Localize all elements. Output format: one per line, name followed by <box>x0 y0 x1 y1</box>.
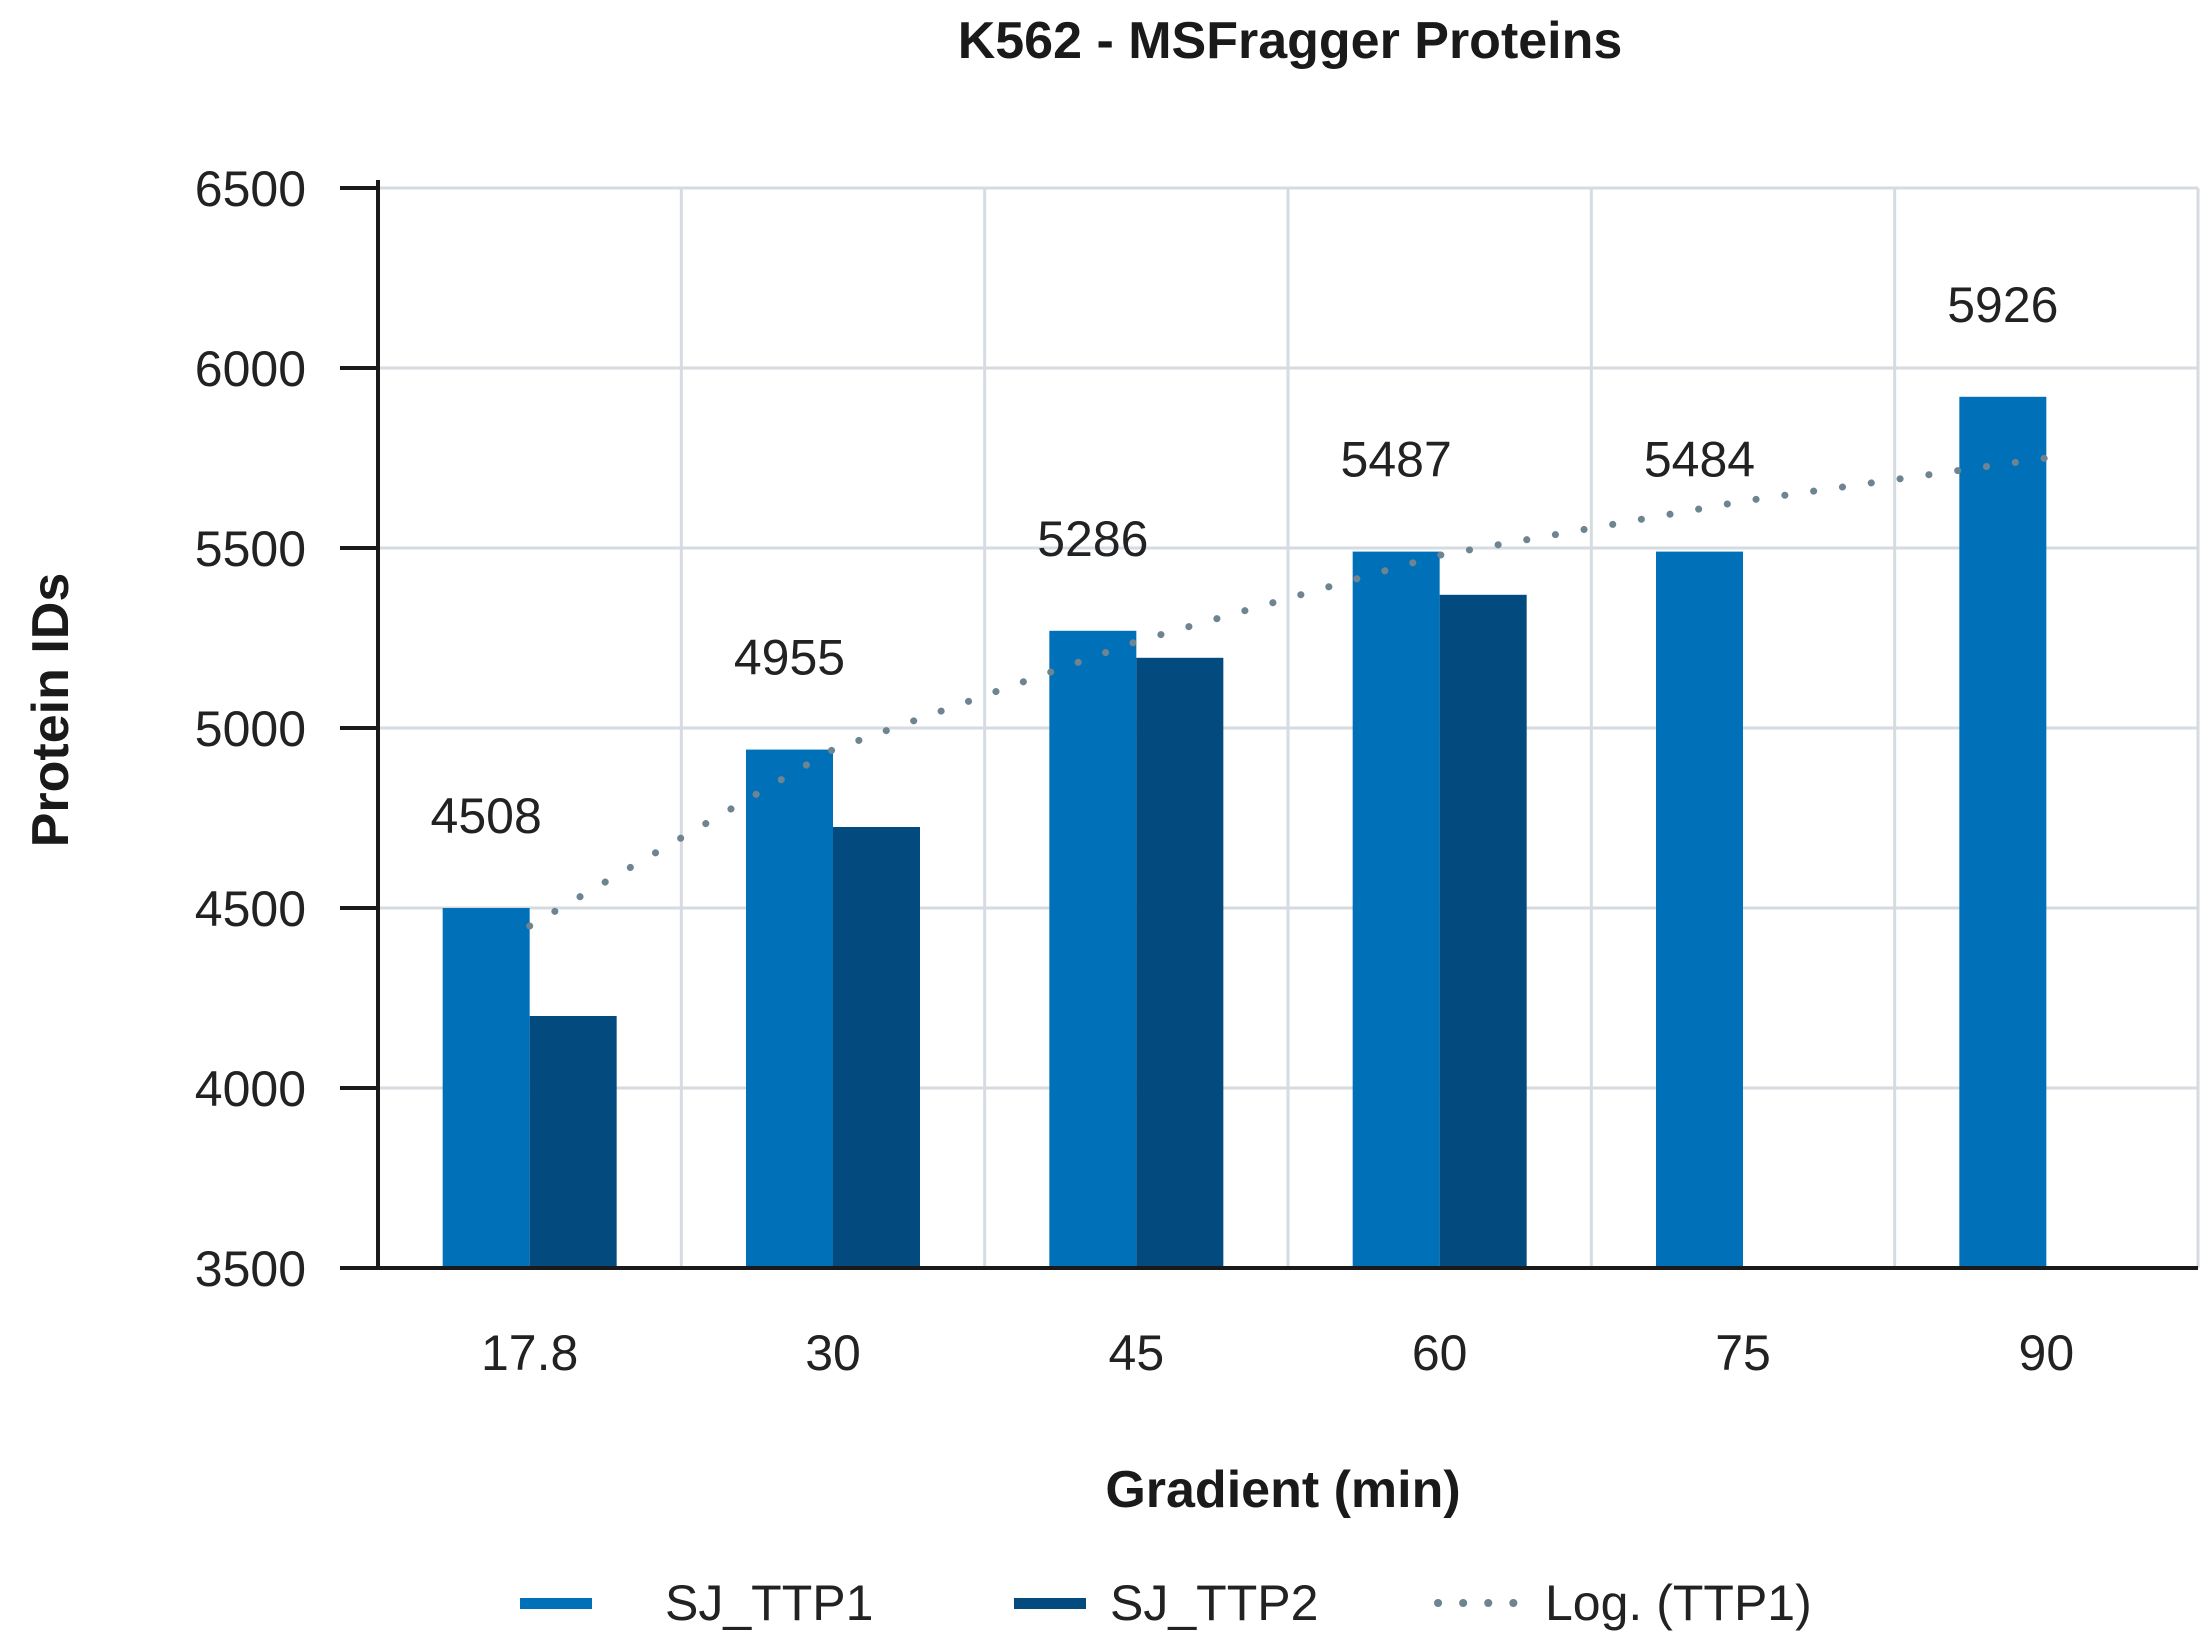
chart-title: K562 - MSFragger Proteins <box>958 12 1623 70</box>
x-tick-label: 60 <box>1412 1325 1468 1381</box>
bar-sj-ttp1 <box>1049 630 1137 1268</box>
x-tick-label: 75 <box>1715 1325 1771 1381</box>
bar-sj-ttp1 <box>1959 396 2047 1268</box>
y-tick-label: 4500 <box>195 881 306 937</box>
bar-sj-ttp1 <box>442 908 530 1268</box>
legend-swatch <box>1014 1598 1086 1609</box>
data-label: 5484 <box>1644 432 1755 488</box>
legend-item-sj-ttp1: SJ_TTP1 <box>520 1575 873 1631</box>
legend-item-log-ttp1: Log. (TTP1) <box>1434 1575 1812 1631</box>
data-label: 5487 <box>1341 432 1452 488</box>
x-tick-label: 30 <box>805 1325 861 1381</box>
data-label: 4955 <box>734 630 845 686</box>
legend-swatch <box>520 1598 592 1609</box>
bar-sj-ttp1 <box>1352 551 1440 1268</box>
x-tick-label: 45 <box>1109 1325 1165 1381</box>
y-tick-label: 3500 <box>195 1241 306 1297</box>
x-tick-labels: 17.8 30 45 60 75 90 <box>481 1325 2074 1381</box>
y-tick-label: 4000 <box>195 1061 306 1117</box>
bar-sj-ttp2 <box>1439 594 1527 1268</box>
data-label: 5286 <box>1037 511 1148 567</box>
y-axis-title: Protein IDs <box>22 573 80 848</box>
trendline <box>526 454 2050 930</box>
bar-sj-ttp2 <box>1136 657 1224 1268</box>
legend-item-sj-ttp2: SJ_TTP2 <box>1014 1575 1318 1631</box>
axes <box>340 180 2198 1270</box>
x-axis-title: Gradient (min) <box>1105 1461 1460 1519</box>
legend-label: SJ_TTP2 <box>1110 1575 1318 1631</box>
bars <box>442 396 2047 1268</box>
bar-sj-ttp1 <box>746 749 833 1268</box>
legend-label: Log. (TTP1) <box>1545 1575 1812 1631</box>
x-tick-label: 90 <box>2019 1325 2075 1381</box>
data-label: 5926 <box>1947 277 2058 333</box>
x-tick-label: 17.8 <box>481 1325 578 1381</box>
y-tick-label: 5000 <box>195 701 306 757</box>
legend-label: SJ_TTP1 <box>665 1575 873 1631</box>
bar-sj-ttp2 <box>529 1016 617 1268</box>
bar-sj-ttp2 <box>833 827 920 1268</box>
bar-sj-ttp1 <box>1656 551 1743 1268</box>
trendline-log-ttp1 <box>526 454 2050 930</box>
y-tick-labels: 3500 4000 4500 5000 5500 6000 6500 <box>195 161 306 1297</box>
data-labels: 4508 4955 5286 5487 5484 5926 <box>431 277 2059 844</box>
y-tick-label: 6500 <box>195 161 306 217</box>
legend: SJ_TTP1 SJ_TTP2 Log. (TTP1) <box>520 1575 1812 1631</box>
gridlines <box>378 186 2200 1270</box>
y-tick-label: 6000 <box>195 341 306 397</box>
y-tick-label: 5500 <box>195 521 306 577</box>
data-label: 4508 <box>431 788 542 844</box>
